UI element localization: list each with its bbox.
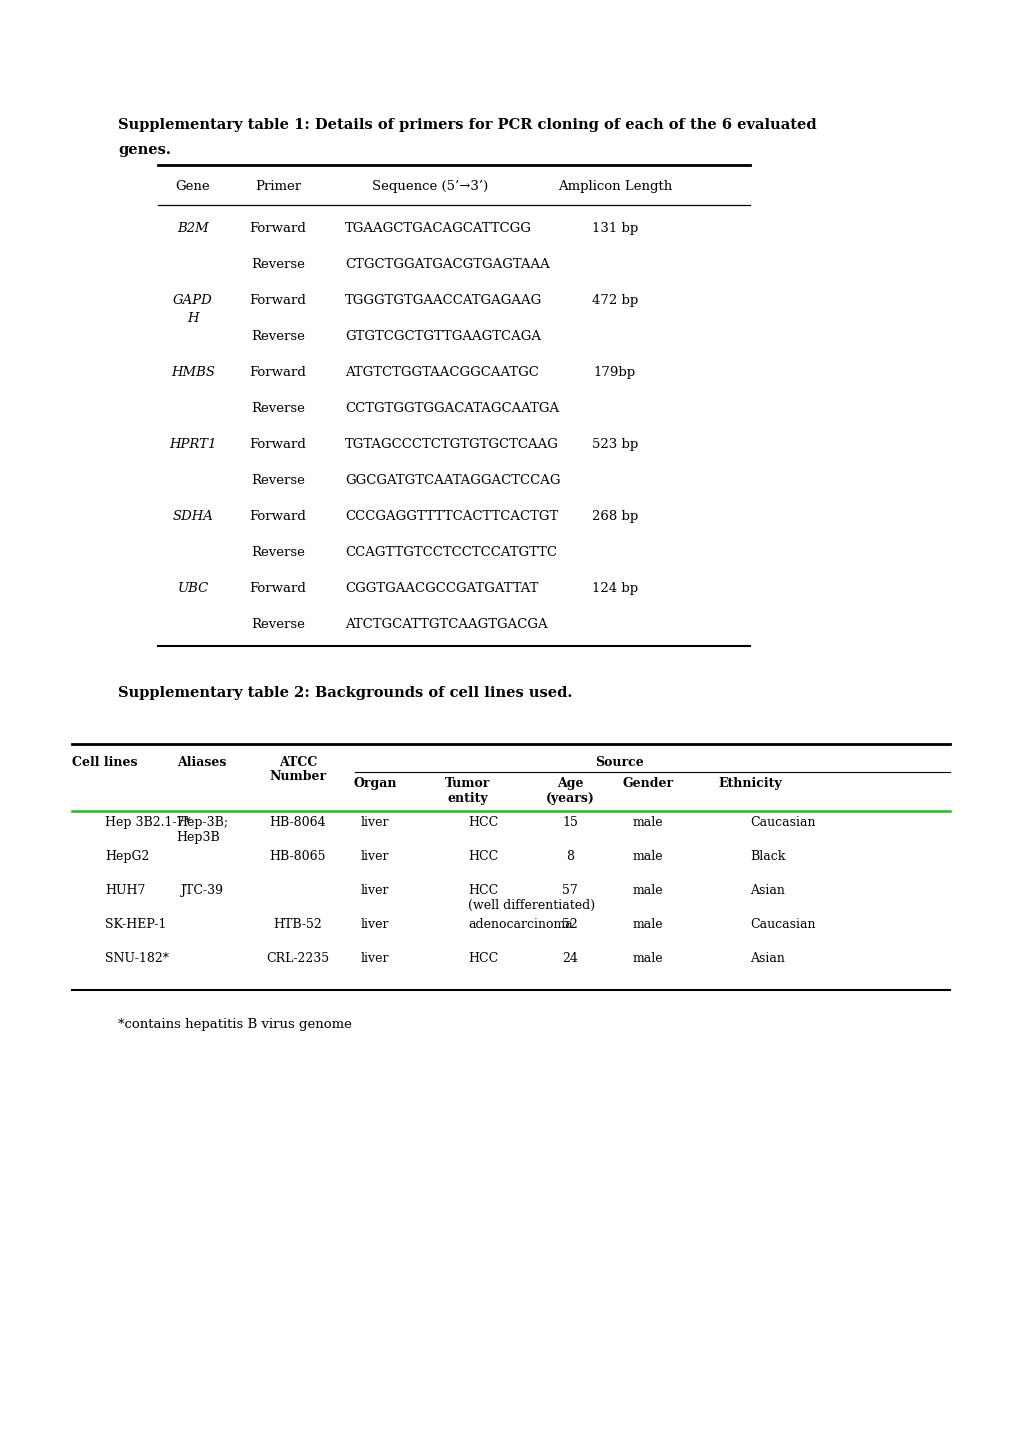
Text: Hep-3B;
Hep3B: Hep-3B; Hep3B (175, 815, 228, 844)
Text: HCC
(well differentiated): HCC (well differentiated) (468, 885, 594, 912)
Text: TGGGTGTGAACCATGAGAAG: TGGGTGTGAACCATGAGAAG (344, 294, 542, 307)
Text: Amplicon Length: Amplicon Length (557, 180, 672, 193)
Text: 523 bp: 523 bp (591, 439, 638, 452)
Text: Forward: Forward (250, 294, 306, 307)
Text: 124 bp: 124 bp (591, 582, 638, 595)
Text: male: male (632, 885, 662, 898)
Text: Forward: Forward (250, 222, 306, 235)
Text: Asian: Asian (749, 885, 784, 898)
Text: genes.: genes. (118, 143, 171, 157)
Text: Forward: Forward (250, 509, 306, 522)
Text: 131 bp: 131 bp (591, 222, 638, 235)
Text: UBC: UBC (177, 582, 209, 595)
Text: HTB-52: HTB-52 (273, 918, 322, 931)
Text: Age
(years): Age (years) (545, 776, 594, 805)
Text: HB-8064: HB-8064 (269, 815, 326, 828)
Text: Cell lines: Cell lines (72, 756, 138, 769)
Text: Black: Black (749, 850, 785, 863)
Text: HepG2: HepG2 (105, 850, 149, 863)
Text: CGGTGAACGCCGATGATTAT: CGGTGAACGCCGATGATTAT (344, 582, 538, 595)
Text: 472 bp: 472 bp (591, 294, 638, 307)
Text: Reverse: Reverse (251, 473, 305, 486)
Text: HCC: HCC (468, 952, 497, 965)
Text: SDHA: SDHA (172, 509, 213, 522)
Text: Reverse: Reverse (251, 330, 305, 343)
Text: Primer: Primer (255, 180, 301, 193)
Text: H: H (187, 312, 199, 325)
Text: Asian: Asian (749, 952, 784, 965)
Text: Hep 3B2.1-7*: Hep 3B2.1-7* (105, 815, 191, 828)
Text: *contains hepatitis B virus genome: *contains hepatitis B virus genome (118, 1017, 352, 1030)
Text: CCTGTGGTGGACATAGCAATGA: CCTGTGGTGGACATAGCAATGA (344, 403, 558, 416)
Text: Gene: Gene (175, 180, 210, 193)
Text: SNU-182*: SNU-182* (105, 952, 169, 965)
Text: TGTAGCCCTCTGTGTGCTCAAG: TGTAGCCCTCTGTGTGCTCAAG (344, 439, 558, 452)
Text: Forward: Forward (250, 439, 306, 452)
Text: Organ: Organ (353, 776, 396, 789)
Text: liver: liver (361, 850, 389, 863)
Text: 15: 15 (561, 815, 578, 828)
Text: Tumor
entity: Tumor entity (445, 776, 490, 805)
Text: Number: Number (269, 771, 326, 784)
Text: Caucasian: Caucasian (749, 815, 815, 828)
Text: JTC-39: JTC-39 (180, 885, 223, 898)
Text: adenocarcinoma: adenocarcinoma (468, 918, 573, 931)
Text: Ethnicity: Ethnicity (717, 776, 781, 789)
Text: liver: liver (361, 885, 389, 898)
Text: male: male (632, 918, 662, 931)
Text: 57: 57 (561, 885, 578, 898)
Text: Gender: Gender (622, 776, 673, 789)
Text: 24: 24 (561, 952, 578, 965)
Text: HUH7: HUH7 (105, 885, 146, 898)
Text: SK-HEP-1: SK-HEP-1 (105, 918, 166, 931)
Text: 8: 8 (566, 850, 574, 863)
Text: male: male (632, 815, 662, 828)
Text: Reverse: Reverse (251, 258, 305, 271)
Text: CCCGAGGTTTTCACTTCACTGT: CCCGAGGTTTTCACTTCACTGT (344, 509, 557, 522)
Text: Forward: Forward (250, 582, 306, 595)
Text: Sequence (5’→3’): Sequence (5’→3’) (372, 180, 488, 193)
Text: GTGTCGCTGTTGAAGTCAGA: GTGTCGCTGTTGAAGTCAGA (344, 330, 540, 343)
Text: male: male (632, 952, 662, 965)
Text: HPRT1: HPRT1 (169, 439, 216, 452)
Text: CRL-2235: CRL-2235 (266, 952, 329, 965)
Text: GAPD: GAPD (173, 294, 213, 307)
Text: 179bp: 179bp (593, 367, 636, 380)
Text: HMBS: HMBS (171, 367, 215, 380)
Text: GGCGATGTCAATAGGACTCCAG: GGCGATGTCAATAGGACTCCAG (344, 473, 560, 486)
Text: Caucasian: Caucasian (749, 918, 815, 931)
Text: CTGCTGGATGACGTGAGTAAA: CTGCTGGATGACGTGAGTAAA (344, 258, 549, 271)
Text: liver: liver (361, 815, 389, 828)
Text: ATCTGCATTGTCAAGTGACGA: ATCTGCATTGTCAAGTGACGA (344, 618, 547, 631)
Text: TGAAGCTGACAGCATTCGG: TGAAGCTGACAGCATTCGG (344, 222, 531, 235)
Text: liver: liver (361, 952, 389, 965)
Text: ATGTCTGGTAACGGCAATGC: ATGTCTGGTAACGGCAATGC (344, 367, 538, 380)
Text: Source: Source (595, 756, 644, 769)
Text: B2M: B2M (177, 222, 209, 235)
Text: CCAGTTGTCCTCCTCCATGTTC: CCAGTTGTCCTCCTCCATGTTC (344, 545, 556, 558)
Text: liver: liver (361, 918, 389, 931)
Text: HCC: HCC (468, 850, 497, 863)
Text: Forward: Forward (250, 367, 306, 380)
Text: HCC: HCC (468, 815, 497, 828)
Text: Supplementary table 1: Details of primers for PCR cloning of each of the 6 evalu: Supplementary table 1: Details of primer… (118, 118, 816, 131)
Text: male: male (632, 850, 662, 863)
Text: Aliases: Aliases (177, 756, 226, 769)
Text: 52: 52 (561, 918, 578, 931)
Text: Reverse: Reverse (251, 618, 305, 631)
Text: HB-8065: HB-8065 (269, 850, 326, 863)
Text: Reverse: Reverse (251, 545, 305, 558)
Text: Reverse: Reverse (251, 403, 305, 416)
Text: 268 bp: 268 bp (591, 509, 638, 522)
Text: Supplementary table 2: Backgrounds of cell lines used.: Supplementary table 2: Backgrounds of ce… (118, 685, 572, 700)
Text: ATCC: ATCC (278, 756, 317, 769)
